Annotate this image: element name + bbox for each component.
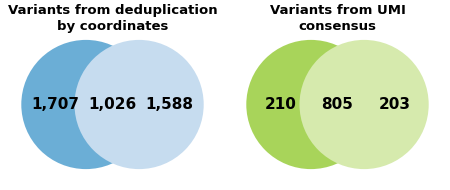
Text: 203: 203	[378, 97, 410, 112]
Circle shape	[75, 40, 204, 169]
Text: 1,026: 1,026	[88, 97, 137, 112]
Text: 210: 210	[265, 97, 297, 112]
Circle shape	[246, 40, 375, 169]
Text: Variants from deduplication
by coordinates: Variants from deduplication by coordinat…	[8, 4, 217, 33]
Circle shape	[21, 40, 150, 169]
Text: Variants from UMI
consensus: Variants from UMI consensus	[270, 4, 405, 33]
Text: 805: 805	[322, 97, 353, 112]
Text: 1,588: 1,588	[145, 97, 194, 112]
Text: 1,707: 1,707	[32, 97, 80, 112]
Circle shape	[300, 40, 429, 169]
